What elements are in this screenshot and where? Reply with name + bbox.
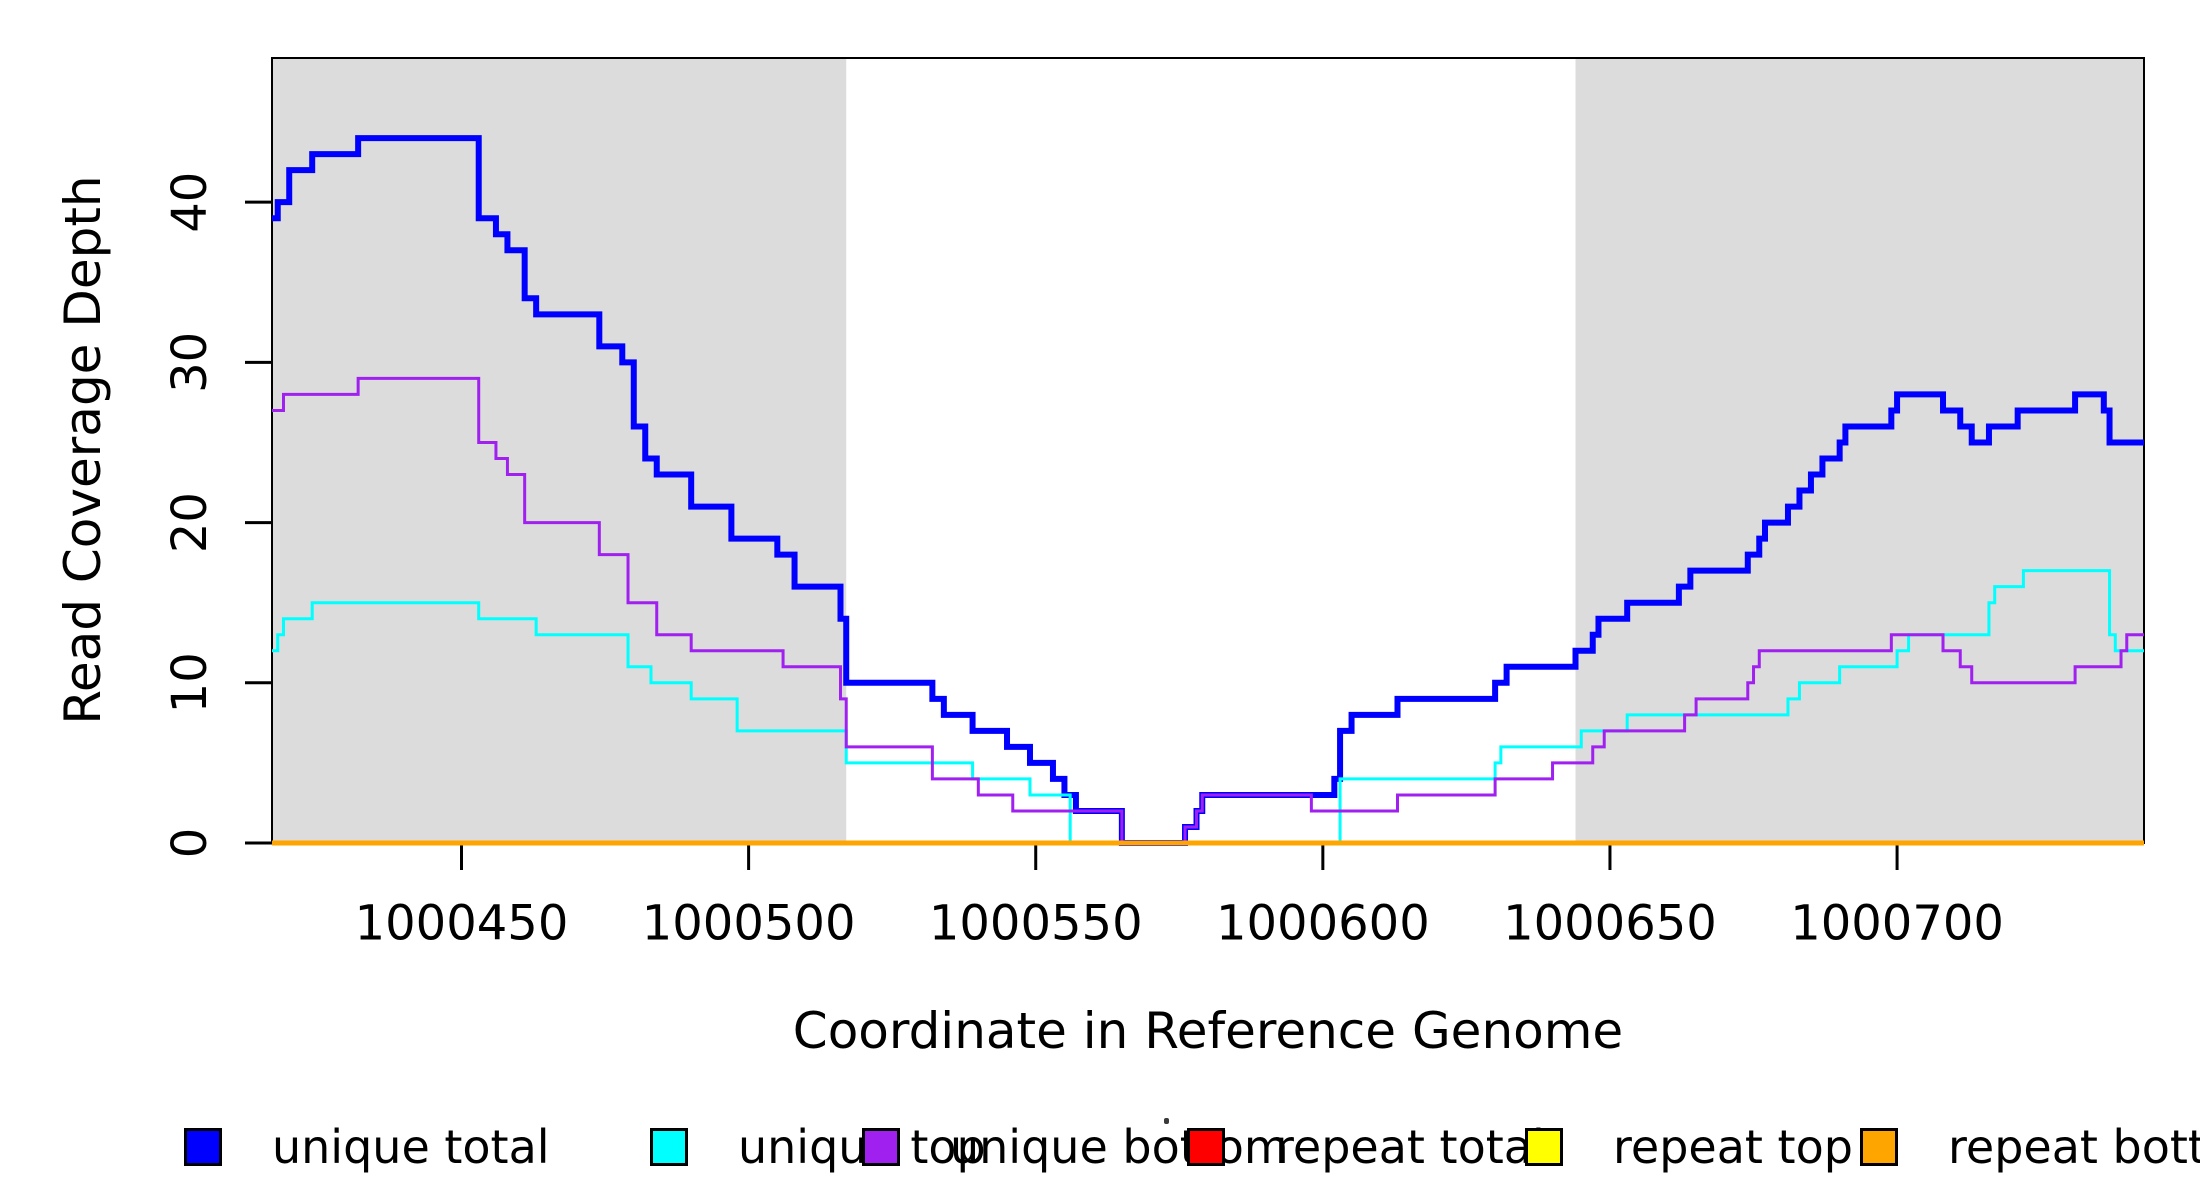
shaded-region-1 xyxy=(1575,58,2144,843)
y-tick-label: 30 xyxy=(162,332,218,393)
legend-item-repeat-total: repeat total xyxy=(1187,1118,1545,1176)
stray-dot xyxy=(1164,1118,1169,1124)
legend-swatch-repeat-total xyxy=(1187,1128,1225,1166)
shaded-region-0 xyxy=(272,58,847,843)
legend-item-unique-bottom: unique bottom xyxy=(862,1118,1289,1176)
x-tick-label: 1000550 xyxy=(929,895,1143,951)
y-tick-label: 0 xyxy=(162,828,218,859)
y-tick-label: 10 xyxy=(162,652,218,713)
legend-swatch-unique-total xyxy=(184,1128,222,1166)
x-tick-label: 1000450 xyxy=(355,895,569,951)
legend-item-repeat-bottom: repeat bottom xyxy=(1860,1118,2200,1176)
legend-swatch-unique-top xyxy=(650,1128,688,1166)
x-tick-label: 1000650 xyxy=(1503,895,1717,951)
x-axis-title: Coordinate in Reference Genome xyxy=(792,1002,1624,1060)
legend-label: unique total xyxy=(272,1120,550,1174)
legend-swatch-repeat-bottom xyxy=(1860,1128,1898,1166)
legend-item-unique-total: unique total xyxy=(184,1118,550,1176)
legend-label: unique bottom xyxy=(950,1120,1289,1174)
legend-swatch-repeat-top xyxy=(1525,1128,1563,1166)
series-line-unique-bottom xyxy=(272,376,2144,845)
x-tick-label: 1000600 xyxy=(1216,895,1430,951)
legend-label: unique top xyxy=(738,1120,986,1174)
legend-label: repeat top xyxy=(1613,1120,1853,1174)
x-tick-label: 1000700 xyxy=(1790,895,2004,951)
y-tick-label: 40 xyxy=(162,172,218,233)
legend-swatch-unique-bottom xyxy=(862,1128,900,1166)
series-line-unique-top xyxy=(272,569,2144,845)
legend: unique total unique top unique bottom repea… xyxy=(0,1118,2200,1178)
legend-label: repeat total xyxy=(1275,1120,1545,1174)
legend-item-repeat-top: repeat top xyxy=(1525,1118,1853,1176)
y-tick-label: 20 xyxy=(162,492,218,553)
legend-label: repeat bottom xyxy=(1948,1120,2200,1174)
x-tick-label: 1000500 xyxy=(642,895,856,951)
y-axis-title: Read Coverage Depth xyxy=(54,175,112,725)
legend-item-unique-top: unique top xyxy=(650,1118,986,1176)
